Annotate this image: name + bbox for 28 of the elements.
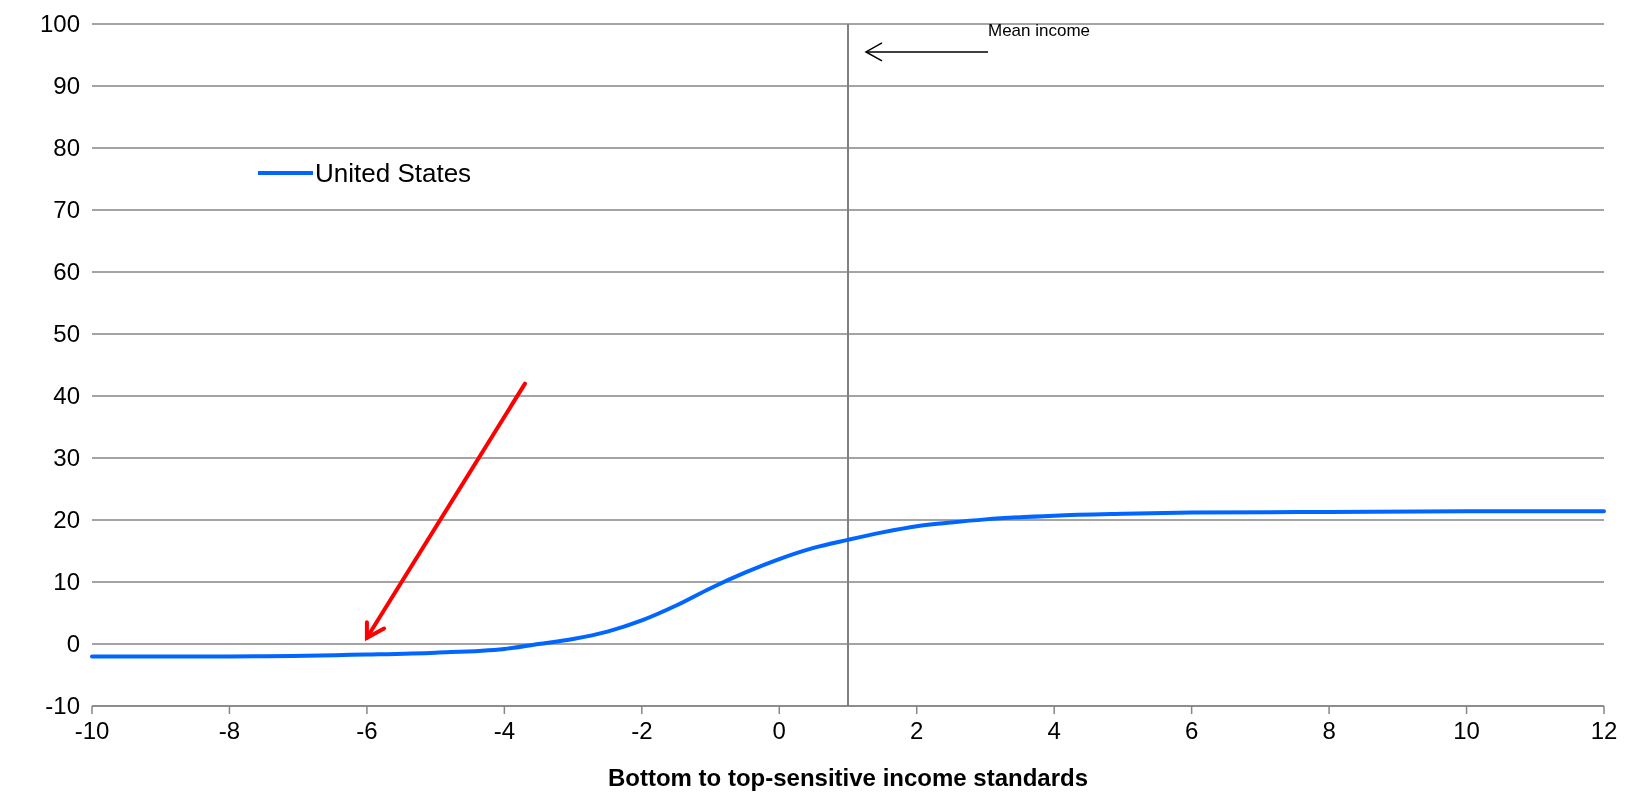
x-tick-label: -10 [74,717,110,744]
y-tick-label: 0 [66,630,80,658]
x-tick-label: -4 [493,717,516,744]
x-tick-label: 10 [1453,717,1480,744]
annotation: Mean income [988,21,1091,41]
y-tick-label: 100 [39,10,80,38]
x-tick-label: 8 [1322,717,1336,744]
y-tick-label: 20 [53,506,80,534]
legend-label: United States [315,158,472,189]
x-tick-label: 0 [772,717,786,744]
x-tick-label: 6 [1184,717,1199,744]
x-tick-label: 12 [1590,717,1618,744]
x-tick-label: 4 [1047,717,1061,744]
y-tick-label: 60 [53,258,80,286]
x-tick-label: -6 [356,717,378,744]
y-tick-label: 90 [53,72,80,100]
y-tick-label: 10 [53,568,80,596]
y-tick-label: 50 [53,320,80,348]
x-tick-label: -8 [218,717,241,744]
x-tick-label: -2 [631,717,653,744]
y-tick-label: 40 [53,382,80,410]
x-tick-label: 2 [910,717,924,744]
y-tick-label: 70 [53,196,80,224]
line-series [90,509,1606,659]
y-tick-label: -10 [45,692,80,720]
y-tick-label: 30 [53,444,80,472]
y-tick-label: 80 [53,134,80,162]
x-axis-title: Bottom to top-sensitive income standards [607,764,1089,791]
